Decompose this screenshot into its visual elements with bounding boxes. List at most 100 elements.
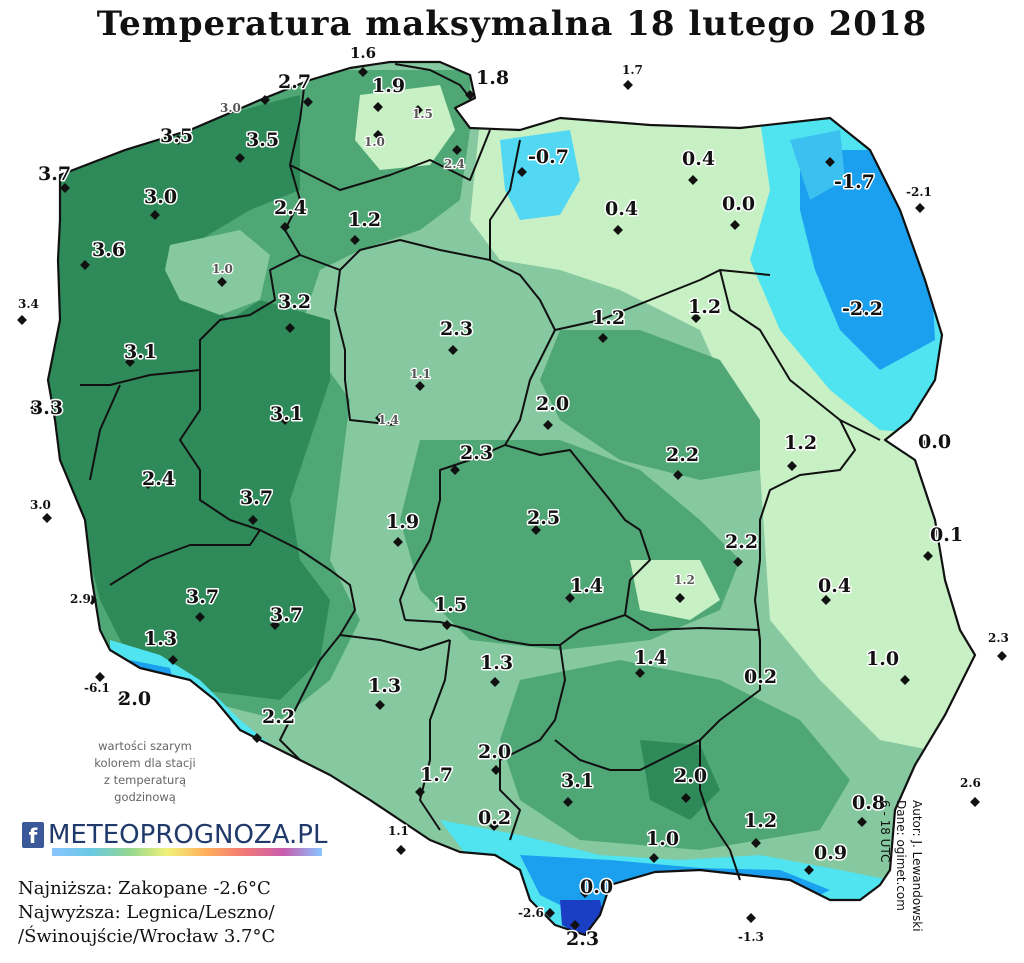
author-name: Autor: J. Lewandowski (910, 800, 924, 932)
station-marker (448, 345, 458, 355)
temperature-label: 3.1 (270, 403, 303, 425)
temperature-label: 1.0 (212, 262, 233, 276)
temperature-label: 3.0 (220, 101, 241, 115)
data-source: Dane: ogimet.com (894, 800, 908, 911)
gray-values-note: wartości szarym kolorem dla stacji z tem… (80, 738, 210, 806)
temperature-label: 1.1 (410, 367, 431, 381)
station-marker (900, 675, 910, 685)
station-marker (217, 277, 227, 287)
temperature-label: 1.4 (570, 575, 603, 597)
temperature-label: -6.1 (84, 681, 110, 695)
station-marker (613, 225, 623, 235)
station-marker (623, 80, 633, 90)
brand-name: METEOPROGNOZA.PL (48, 820, 328, 850)
station-marker (825, 157, 835, 167)
station-marker (970, 797, 980, 807)
station-marker (635, 668, 645, 678)
temperature-label: 1.7 (420, 764, 453, 786)
temperature-label: 2.3 (440, 318, 473, 340)
temperature-label: 2.0 (674, 765, 707, 787)
note-line: wartości szarym (98, 739, 192, 753)
note-line: z temperaturą (103, 773, 187, 787)
highest-temperature-line2: /Świnoujście/Wrocław 3.7°C (18, 926, 276, 947)
temperature-label: 2.0 (478, 741, 511, 763)
station-marker (375, 413, 385, 423)
station-marker (168, 655, 178, 665)
temperature-label: 2.6 (960, 776, 981, 790)
temperature-label: 3.3 (30, 397, 63, 419)
station-marker (821, 595, 831, 605)
temperature-label: 3.7 (38, 163, 71, 185)
temperature-label: 1.2 (688, 296, 721, 318)
temperature-label: 2.5 (527, 507, 560, 529)
temperature-label: 1.0 (646, 828, 679, 850)
temperature-label: 1.4 (378, 413, 399, 427)
station-marker (745, 673, 755, 683)
station-marker (235, 153, 245, 163)
station-marker (675, 593, 685, 603)
station-marker (415, 787, 425, 797)
facebook-icon[interactable]: f (22, 822, 44, 848)
station-marker (746, 913, 756, 923)
temperature-label: 0.9 (814, 842, 847, 864)
station-marker (751, 838, 761, 848)
temperature-label: 1.4 (634, 647, 667, 669)
temperature-label: 3.0 (144, 186, 177, 208)
temperature-label: 0.1 (930, 524, 963, 546)
time-range: 6 - 18 UTC (878, 800, 892, 863)
temperature-label: 1.3 (144, 628, 177, 650)
temperature-label: 1.0 (364, 135, 385, 149)
station-marker (787, 461, 797, 471)
temperature-label: 0.4 (682, 148, 715, 170)
station-marker (489, 821, 499, 831)
station-marker (730, 220, 740, 230)
temperature-label: 1.8 (476, 67, 509, 89)
station-marker (173, 135, 183, 145)
hel-peninsula (394, 63, 471, 99)
station-marker (270, 620, 280, 630)
station-marker (997, 651, 1007, 661)
temperature-label: 0.4 (818, 575, 851, 597)
station-marker (285, 323, 295, 333)
temperature-label: 1.1 (388, 824, 409, 838)
temperature-label: 1.2 (348, 209, 381, 231)
station-marker (733, 557, 743, 567)
station-marker (565, 593, 575, 603)
temperature-label: 2.3 (566, 928, 599, 950)
temperature-label: 2.4 (142, 468, 175, 490)
station-marker (688, 175, 698, 185)
temperature-label: 1.2 (674, 573, 695, 587)
temperature-label: 0.4 (605, 198, 638, 220)
temperature-label: 3.1 (124, 341, 157, 363)
station-marker (855, 307, 865, 317)
station-marker (143, 479, 153, 489)
station-marker (375, 700, 385, 710)
station-marker (60, 183, 70, 193)
map-title: Temperatura maksymalna 18 lutego 2018 (96, 4, 928, 44)
station-marker (598, 333, 608, 343)
temperature-label: -0.7 (528, 146, 569, 168)
temperature-label: 1.0 (866, 648, 899, 670)
temperature-label: 1.5 (434, 594, 467, 616)
temperature-label: 1.2 (744, 810, 777, 832)
station-marker (350, 235, 360, 245)
station-marker (517, 167, 527, 177)
temperature-label: 3.1 (561, 770, 594, 792)
temperature-label: 1.6 (350, 44, 376, 62)
station-marker (563, 797, 573, 807)
temperature-label: 3.5 (160, 125, 193, 147)
temperature-label: 2.0 (118, 688, 151, 710)
station-marker (923, 551, 933, 561)
temperature-label: 2.3 (988, 631, 1009, 645)
station-marker (857, 817, 867, 827)
station-marker (545, 908, 555, 918)
voivodeship-borders (80, 79, 881, 881)
station-marker (248, 515, 258, 525)
station-marker (452, 145, 462, 155)
temperature-label: 0.0 (722, 193, 755, 215)
extremes-summary: Najniższa: Zakopane -2.6°C Najwyższa: Le… (18, 877, 275, 949)
meteoprognoza-logo[interactable]: f METEOPROGNOZA.PL (22, 818, 327, 852)
temperature-label: 1.5 (412, 107, 433, 121)
station-marker (915, 203, 925, 213)
